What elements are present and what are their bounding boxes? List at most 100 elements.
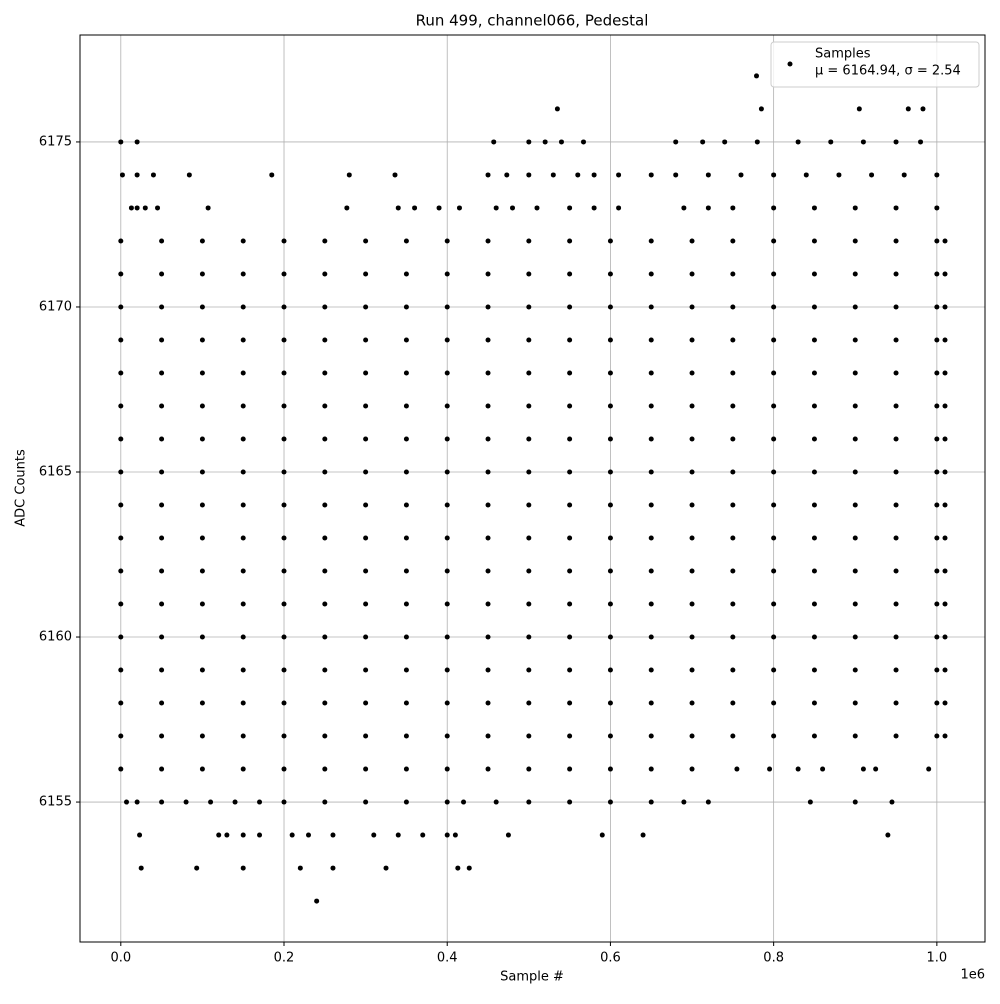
y-tick-label: 6160 (39, 630, 72, 645)
sample-point (305, 832, 311, 838)
sample-point (934, 535, 940, 541)
sample-point (159, 469, 165, 475)
sample-point (199, 238, 205, 244)
sample-point (281, 733, 287, 739)
sample-point (485, 337, 491, 343)
sample-point (730, 502, 736, 508)
sample-point (689, 667, 695, 673)
sample-point (526, 403, 532, 409)
sample-point (836, 172, 842, 178)
sample-point (403, 634, 409, 640)
sample-point (159, 337, 165, 343)
sample-point (852, 304, 858, 310)
sample-point (554, 106, 560, 112)
sample-point (852, 535, 858, 541)
sample-point (942, 568, 948, 574)
sample-point (567, 271, 573, 277)
legend-label: Samples (815, 47, 871, 62)
sample-point (689, 733, 695, 739)
sample-point (811, 667, 817, 673)
sample-point (118, 337, 124, 343)
sample-point (852, 667, 858, 673)
sample-point (860, 139, 866, 145)
sample-point (893, 304, 899, 310)
sample-point (648, 238, 654, 244)
sample-point (118, 535, 124, 541)
sample-point (281, 370, 287, 376)
sample-point (673, 172, 679, 178)
sample-point (363, 766, 369, 772)
legend-marker (787, 61, 793, 67)
sample-point (616, 172, 622, 178)
sample-point (159, 370, 165, 376)
sample-point (730, 436, 736, 442)
sample-point (526, 667, 532, 673)
sample-point (128, 205, 134, 211)
sample-point (281, 271, 287, 277)
sample-point (444, 766, 450, 772)
sample-point (455, 865, 461, 871)
sample-point (648, 799, 654, 805)
sample-point (689, 700, 695, 706)
sample-point (240, 337, 246, 343)
sample-point (142, 205, 148, 211)
sample-point (150, 172, 156, 178)
sample-point (893, 634, 899, 640)
sample-point (567, 238, 573, 244)
sample-point (607, 337, 613, 343)
sample-point (689, 337, 695, 343)
sample-point (403, 733, 409, 739)
sample-point (403, 799, 409, 805)
sample-point (118, 238, 124, 244)
sample-point (363, 238, 369, 244)
sample-point (322, 766, 328, 772)
sample-point (134, 172, 140, 178)
sample-point (526, 568, 532, 574)
sample-point (893, 502, 899, 508)
sample-point (811, 733, 817, 739)
sample-point (159, 733, 165, 739)
sample-point (444, 799, 450, 805)
sample-point (893, 667, 899, 673)
sample-point (893, 403, 899, 409)
sample-point (436, 205, 442, 211)
sample-point (591, 172, 597, 178)
sample-point (412, 205, 418, 211)
sample-point (186, 172, 192, 178)
sample-point (322, 667, 328, 673)
sample-point (257, 832, 263, 838)
sample-point (567, 667, 573, 673)
x-axis-label: Sample # (500, 970, 564, 985)
sample-point (607, 370, 613, 376)
sample-point (199, 601, 205, 607)
sample-point (526, 799, 532, 805)
sample-point (795, 766, 801, 772)
sample-point (581, 139, 587, 145)
sample-point (118, 271, 124, 277)
sample-point (811, 601, 817, 607)
sample-point (730, 205, 736, 211)
sample-point (689, 271, 695, 277)
sample-point (322, 502, 328, 508)
sample-point (526, 304, 532, 310)
sample-point (322, 535, 328, 541)
sample-point (616, 205, 622, 211)
sample-point (281, 634, 287, 640)
sample-point (567, 601, 573, 607)
sample-point (567, 337, 573, 343)
sample-point (183, 799, 189, 805)
sample-point (118, 502, 124, 508)
sample-point (240, 502, 246, 508)
sample-point (199, 469, 205, 475)
sample-point (159, 568, 165, 574)
sample-point (550, 172, 556, 178)
sample-point (885, 832, 891, 838)
sample-point (240, 766, 246, 772)
sample-point (534, 205, 540, 211)
sample-point (920, 106, 926, 112)
sample-point (811, 502, 817, 508)
sample-point (159, 634, 165, 640)
sample-point (771, 337, 777, 343)
sample-point (240, 865, 246, 871)
